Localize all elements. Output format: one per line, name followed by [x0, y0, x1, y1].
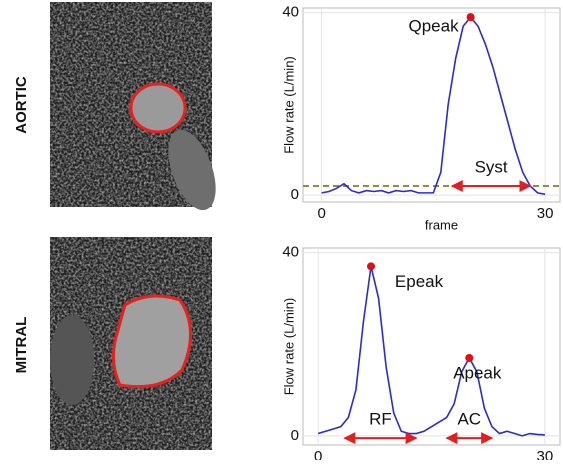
interval-label: AC	[457, 410, 481, 429]
x-tick-label: 0	[317, 205, 325, 222]
interval-label: Syst	[475, 158, 508, 177]
x-tick-label: 30	[537, 448, 554, 460]
peak-label: Epeak	[395, 272, 444, 291]
flow-line	[322, 17, 545, 194]
peak-marker	[367, 262, 375, 270]
figure: AORTIC 0 40 0 30 Flow rate (L/min) frame Syst Qp…	[0, 0, 563, 460]
x-tick-label: 30	[537, 205, 554, 222]
y-axis-label: Flow rate (L/min)	[281, 298, 296, 396]
plot-frame	[303, 8, 560, 202]
peak-marker	[467, 13, 475, 21]
peak-label: Qpeak	[409, 17, 460, 36]
row-label: AORTIC	[13, 76, 30, 134]
y-axis-label: Flow rate (L/min)	[281, 56, 296, 154]
flow-line	[318, 266, 545, 436]
aortic-image	[50, 2, 225, 216]
peak-marker	[465, 354, 473, 362]
y-tick-label: 40	[282, 4, 299, 21]
x-axis-label: frame	[425, 217, 458, 232]
interval-label: RF	[369, 410, 392, 429]
row-label: MITRAL	[13, 317, 30, 374]
mitral-image	[50, 237, 212, 450]
y-tick-label: 40	[282, 244, 299, 261]
y-tick-label: 0	[291, 186, 299, 203]
x-tick-label: 0	[314, 448, 322, 460]
y-tick-label: 0	[291, 427, 299, 444]
peak-label: Apeak	[453, 363, 502, 382]
